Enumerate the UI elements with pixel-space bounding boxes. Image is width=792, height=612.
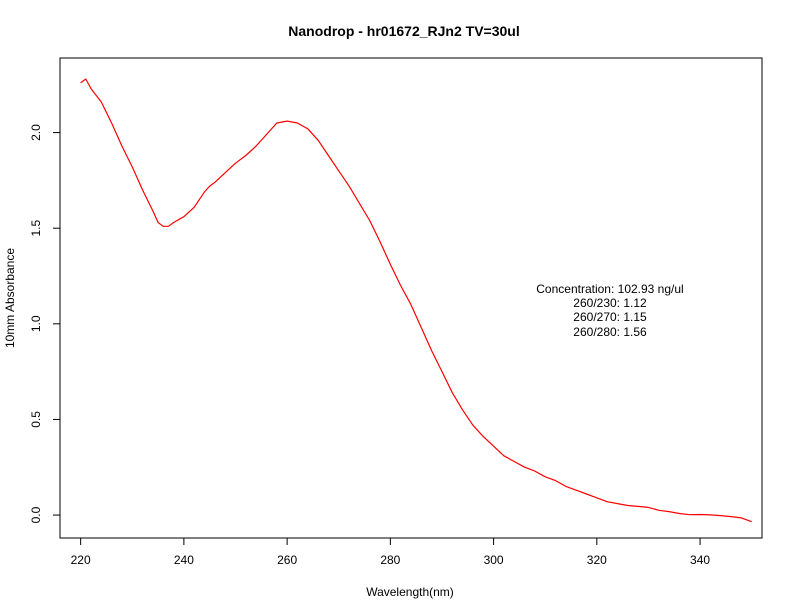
annotation-box: Concentration: 102.93 ng/ul 260/230: 1.1… bbox=[536, 282, 683, 339]
x-tick-label: 300 bbox=[484, 553, 504, 567]
y-axis-label: 10mm Absorbance bbox=[3, 248, 17, 348]
chart-title: Nanodrop - hr01672_RJn2 TV=30ul bbox=[288, 23, 519, 39]
ratio-260-230-annotation: 260/230: 1.12 bbox=[573, 296, 647, 310]
ratio-260-270-annotation: 260/270: 1.15 bbox=[573, 310, 647, 324]
x-tick-label: 280 bbox=[380, 553, 400, 567]
x-tick-label: 220 bbox=[71, 553, 91, 567]
y-tick-label: 1.5 bbox=[29, 220, 43, 237]
x-axis-label: Wavelength(nm) bbox=[366, 585, 454, 599]
y-tick-label: 0.0 bbox=[29, 506, 43, 523]
y-tick-label: 0.5 bbox=[29, 411, 43, 428]
concentration-annotation: Concentration: 102.93 ng/ul bbox=[536, 282, 683, 296]
y-axis: 0.0 0.5 1.0 1.5 2.0 bbox=[29, 124, 61, 523]
y-tick-label: 1.0 bbox=[29, 315, 43, 332]
x-tick-label: 340 bbox=[690, 553, 710, 567]
absorbance-series-line bbox=[80, 78, 752, 523]
x-tick-label: 240 bbox=[174, 553, 194, 567]
x-tick-label: 260 bbox=[277, 553, 297, 567]
ratio-260-280-annotation: 260/280: 1.56 bbox=[573, 325, 647, 339]
x-tick-label: 320 bbox=[587, 553, 607, 567]
series-layer bbox=[80, 78, 752, 523]
x-axis: 220 240 260 280 300 320 340 bbox=[71, 537, 710, 567]
y-tick-label: 2.0 bbox=[29, 124, 43, 141]
